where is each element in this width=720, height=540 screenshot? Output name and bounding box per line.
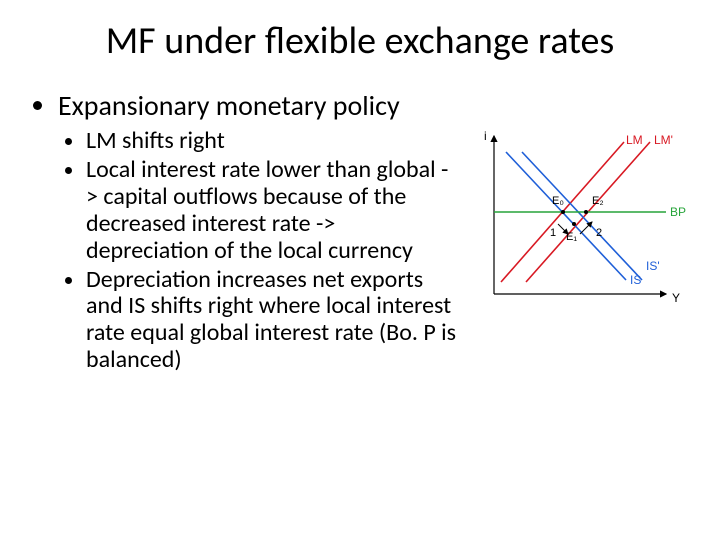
svg-text:E₀: E₀ bbox=[552, 195, 564, 207]
svg-text:Y: Y bbox=[672, 291, 680, 305]
bullet-l2b: Local interest rate lower than global ->… bbox=[86, 157, 458, 265]
chart-column: i Y LM LM' IS IS' BP E₀ E₁ E₂ 1 2 bbox=[466, 122, 686, 327]
bullet-l1-text: Expansionary monetary policy bbox=[58, 88, 400, 123]
svg-text:i: i bbox=[484, 129, 487, 143]
slide-title: MF under flexible exchange rates bbox=[34, 18, 686, 64]
bullet-l2c: Depreciation increases net exports and I… bbox=[86, 267, 458, 375]
svg-text:E₂: E₂ bbox=[592, 195, 604, 207]
svg-text:BP: BP bbox=[670, 205, 686, 219]
content-row: Expansionary monetary policy LM shifts r… bbox=[34, 90, 686, 378]
is-lm-bp-chart: i Y LM LM' IS IS' BP E₀ E₁ E₂ 1 2 bbox=[466, 122, 686, 322]
bullet-l1: Expansionary monetary policy LM shifts r… bbox=[58, 90, 458, 374]
svg-text:LM: LM bbox=[626, 133, 643, 147]
svg-text:E₁: E₁ bbox=[566, 231, 577, 243]
svg-text:1: 1 bbox=[550, 227, 556, 239]
svg-text:2: 2 bbox=[596, 227, 602, 239]
svg-text:LM': LM' bbox=[654, 133, 673, 147]
bullet-l2a: LM shifts right bbox=[86, 128, 458, 155]
svg-text:IS: IS bbox=[630, 273, 641, 287]
svg-text:IS': IS' bbox=[646, 259, 660, 273]
text-column: Expansionary monetary policy LM shifts r… bbox=[34, 90, 458, 378]
